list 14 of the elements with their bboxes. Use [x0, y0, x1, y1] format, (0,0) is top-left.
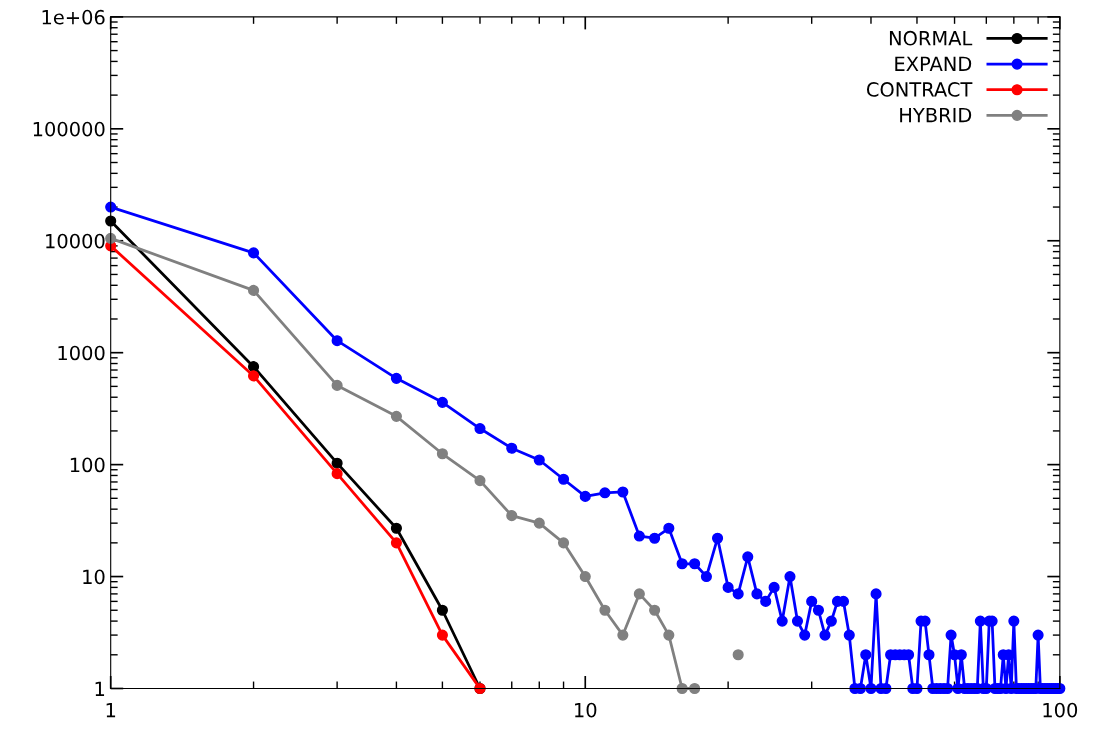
legend-label: CONTRACT: [866, 82, 973, 97]
legend-label: NORMAL: [889, 30, 973, 46]
y-tick-label: 10: [83, 569, 105, 585]
y-tick-label: 1000: [58, 345, 105, 361]
y-tick-label: 1e+06: [42, 9, 105, 25]
x-tick-label: 1: [106, 702, 116, 718]
x-tick-label: 100: [1043, 702, 1078, 718]
x-tick-label: 10: [575, 702, 597, 718]
legend-label: EXPAND: [895, 56, 972, 71]
legend-label: HYBRID: [900, 107, 972, 123]
y-tick-label: 100: [70, 457, 105, 473]
y-tick-label: 100000: [33, 121, 105, 137]
y-tick-label: 10000: [46, 233, 105, 249]
y-tick-label: 1: [95, 681, 105, 696]
